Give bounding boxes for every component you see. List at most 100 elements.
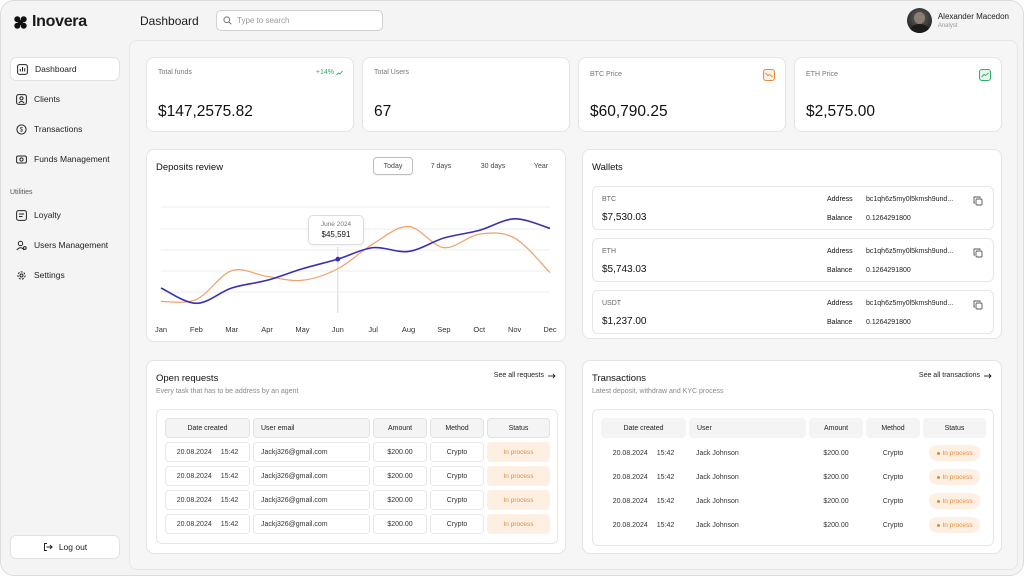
- wallet-row-usdt[interactable]: USDT $1,237.00 Address bc1qh6z5my0l5kmsh…: [592, 290, 994, 334]
- status-dot: [936, 499, 940, 503]
- column-header[interactable]: Status: [487, 418, 550, 438]
- stat-card-total-funds: Total funds +14% $147,2575.82: [146, 57, 354, 132]
- time-value: 15:42: [220, 496, 239, 504]
- deposits-chart[interactable]: Jan Feb Mar Apr May Jun Jul Aug Sep Oct Nov Dec: [146, 149, 566, 342]
- stat-value: $60,790.25: [590, 103, 668, 120]
- transactions-subtitle: Latest deposit, withdraw and KYC process: [592, 388, 724, 395]
- column-header[interactable]: User: [689, 418, 806, 438]
- x-tick-label: Jul: [368, 325, 378, 334]
- wallet-row-btc[interactable]: BTC $7,530.03 Address bc1qh6z5my0l5kmsh9…: [592, 186, 994, 230]
- data-point[interactable]: [335, 256, 341, 262]
- sidebar-item-loyalty[interactable]: Loyalty: [10, 203, 120, 227]
- stat-label: Total funds: [158, 69, 192, 76]
- users-icon: [15, 239, 27, 251]
- column-header[interactable]: User email: [253, 418, 370, 438]
- date-value: 20.08.2024: [612, 497, 648, 505]
- time-value: 15:42: [220, 448, 239, 456]
- see-all-transactions-link[interactable]: See all transactions: [919, 372, 992, 379]
- cell-amount: $200.00: [823, 449, 849, 457]
- transactions-title: Transactions: [592, 373, 647, 384]
- x-tick-label: Jan: [155, 325, 167, 334]
- sidebar-item-dashboard[interactable]: Dashboard: [10, 57, 120, 81]
- copy-icon[interactable]: [973, 300, 983, 310]
- address-label: Address: [827, 300, 853, 307]
- status-badge: In process: [487, 490, 550, 510]
- wallet-code: USDT: [602, 300, 622, 307]
- wallet-address: bc1qh6z5my0l5kmsh9und...: [866, 300, 954, 307]
- wallet-address: bc1qh6z5my0l5kmsh9und...: [866, 248, 954, 255]
- search-box[interactable]: [216, 10, 383, 31]
- user-name: Alexander Macedon: [937, 12, 1009, 21]
- logo-text: Inovera: [32, 13, 87, 30]
- cell-user: Jack Johnson: [696, 449, 739, 457]
- cell-amount: $200.00: [823, 521, 849, 529]
- logo-icon: [14, 15, 27, 29]
- gear-icon: [15, 269, 27, 281]
- status-badge: In process: [929, 493, 980, 509]
- column-header[interactable]: Amount: [373, 418, 427, 438]
- status-label: In process: [942, 521, 973, 529]
- column-header[interactable]: Amount: [809, 418, 863, 438]
- column-header[interactable]: Date created: [165, 418, 250, 438]
- chart-tooltip: June 2024 $45,591: [308, 215, 364, 245]
- balance-label: Balance: [827, 267, 853, 274]
- logo[interactable]: Inovera: [14, 13, 87, 31]
- x-tick-label: May: [295, 325, 309, 334]
- wallet-amount: $5,743.03: [602, 264, 647, 275]
- series-line-0[interactable]: [160, 218, 551, 305]
- cell-amount: $200.00: [373, 490, 427, 510]
- cell-method: Crypto: [430, 442, 484, 462]
- arrow-right-icon: [548, 373, 556, 378]
- column-header[interactable]: Method: [430, 418, 484, 438]
- sidebar-item-clients[interactable]: Clients: [10, 87, 120, 111]
- x-tick-label: Mar: [225, 325, 238, 334]
- sidebar-item-users-management[interactable]: Users Management: [10, 233, 120, 257]
- column-header[interactable]: Status: [923, 418, 986, 438]
- range-year[interactable]: Year: [533, 162, 549, 170]
- date-value: 20.08.2024: [176, 496, 212, 504]
- date-value: 20.08.2024: [176, 472, 212, 480]
- series-line-1[interactable]: [160, 225, 551, 303]
- cell-date: 20.08.2024 15:42: [601, 491, 686, 511]
- date-value: 20.08.2024: [612, 473, 648, 481]
- search-input[interactable]: [237, 16, 372, 25]
- stat-value: 67: [374, 103, 392, 120]
- cell-date: 20.08.2024 15:42: [165, 514, 250, 534]
- user-profile[interactable]: Alexander Macedon Analyst: [906, 8, 1009, 33]
- wallet-balance: 0.1264291800: [866, 267, 911, 274]
- range-7-days[interactable]: 7 days: [430, 162, 452, 170]
- sidebar-item-settings[interactable]: Settings: [10, 263, 120, 287]
- funds-icon: [15, 153, 27, 165]
- open-requests-subtitle: Every task that has to be address by an …: [156, 388, 299, 395]
- copy-icon[interactable]: [973, 248, 983, 258]
- open-requests-card: Open requests Every task that has to be …: [146, 360, 566, 554]
- wallet-code: ETH: [602, 248, 616, 255]
- see-all-label: See all transactions: [918, 372, 980, 379]
- range-today[interactable]: Today: [373, 157, 413, 175]
- sidebar-item-label: Settings: [34, 270, 65, 280]
- copy-icon[interactable]: [973, 196, 983, 206]
- transactions-table: Date created User Amount Method Status 2…: [592, 409, 994, 546]
- search-icon: [223, 16, 232, 25]
- logout-button[interactable]: Log out: [10, 535, 120, 559]
- deposits-card: Deposits review Today 7 days 30 days Yea…: [146, 149, 566, 342]
- column-header[interactable]: Date created: [601, 418, 686, 438]
- status-badge: In process: [487, 514, 550, 534]
- wallet-balance: 0.1264291800: [866, 215, 911, 222]
- avatar[interactable]: [906, 8, 932, 33]
- status-label: In process: [942, 473, 973, 481]
- wallet-row-eth[interactable]: ETH $5,743.03 Address bc1qh6z5my0l5kmsh9…: [592, 238, 994, 282]
- sidebar-item-transactions[interactable]: $ Transactions: [10, 117, 120, 141]
- address-label: Address: [827, 248, 853, 255]
- column-header[interactable]: Method: [866, 418, 920, 438]
- sidebar-item-funds-management[interactable]: Funds Management: [10, 147, 120, 171]
- cell-method: Crypto: [430, 466, 484, 486]
- stat-label: BTC Price: [590, 71, 622, 78]
- cell-date: 20.08.2024 15:42: [165, 442, 250, 462]
- stat-label: ETH Price: [806, 71, 838, 78]
- cell-date: 20.08.2024 15:42: [165, 466, 250, 486]
- see-all-requests-link[interactable]: See all requests: [494, 372, 556, 379]
- range-30-days[interactable]: 30 days: [480, 162, 506, 170]
- balance-label: Balance: [827, 319, 853, 326]
